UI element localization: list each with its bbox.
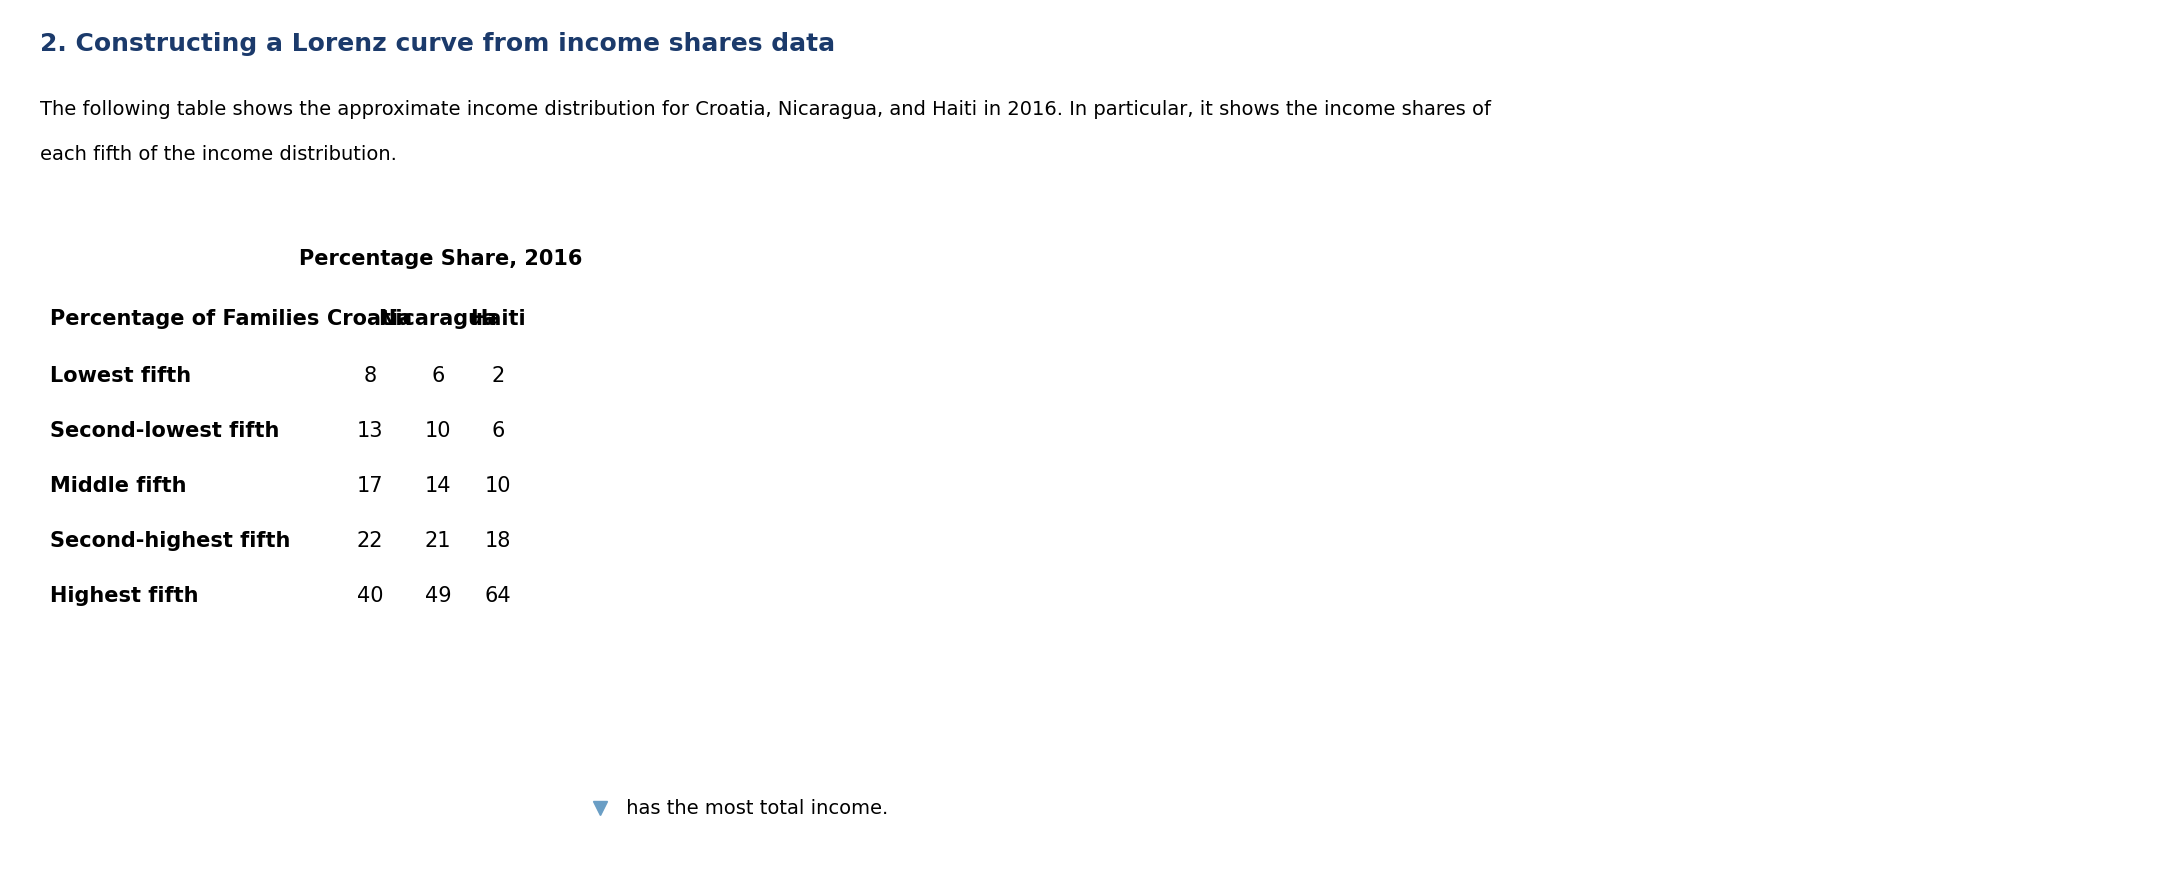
Text: Haiti: Haiti xyxy=(470,309,525,329)
Text: Croatia: Croatia xyxy=(327,309,412,329)
Text: 18: 18 xyxy=(486,531,512,551)
Text: 2. Constructing a Lorenz curve from income shares data: 2. Constructing a Lorenz curve from inco… xyxy=(39,32,834,56)
Text: 6: 6 xyxy=(431,365,444,385)
Text: 17: 17 xyxy=(357,475,383,495)
Text: 14: 14 xyxy=(425,475,451,495)
Text: Highest fifth: Highest fifth xyxy=(50,585,198,605)
Text: 40: 40 xyxy=(357,585,383,605)
Text: 64: 64 xyxy=(486,585,512,605)
Text: 6: 6 xyxy=(492,421,505,441)
Text: 8: 8 xyxy=(364,365,377,385)
Text: 13: 13 xyxy=(357,421,383,441)
Text: Nicaragua: Nicaragua xyxy=(379,309,497,329)
Text: Middle fifth: Middle fifth xyxy=(50,475,187,495)
Text: Second-highest fifth: Second-highest fifth xyxy=(50,531,290,551)
Text: has the most total income.: has the most total income. xyxy=(621,798,889,818)
Text: Second-lowest fifth: Second-lowest fifth xyxy=(50,421,279,441)
Text: each fifth of the income distribution.: each fifth of the income distribution. xyxy=(39,145,396,164)
Text: 2: 2 xyxy=(492,365,505,385)
Text: 10: 10 xyxy=(486,475,512,495)
Text: The following table shows the approximate income distribution for Croatia, Nicar: The following table shows the approximat… xyxy=(39,100,1492,119)
Text: 22: 22 xyxy=(357,531,383,551)
Text: Lowest fifth: Lowest fifth xyxy=(50,365,192,385)
Text: 49: 49 xyxy=(425,585,451,605)
Text: Percentage of Families: Percentage of Families xyxy=(50,309,320,329)
Text: 10: 10 xyxy=(425,421,451,441)
Text: Percentage Share, 2016: Percentage Share, 2016 xyxy=(298,249,584,269)
Text: 21: 21 xyxy=(425,531,451,551)
